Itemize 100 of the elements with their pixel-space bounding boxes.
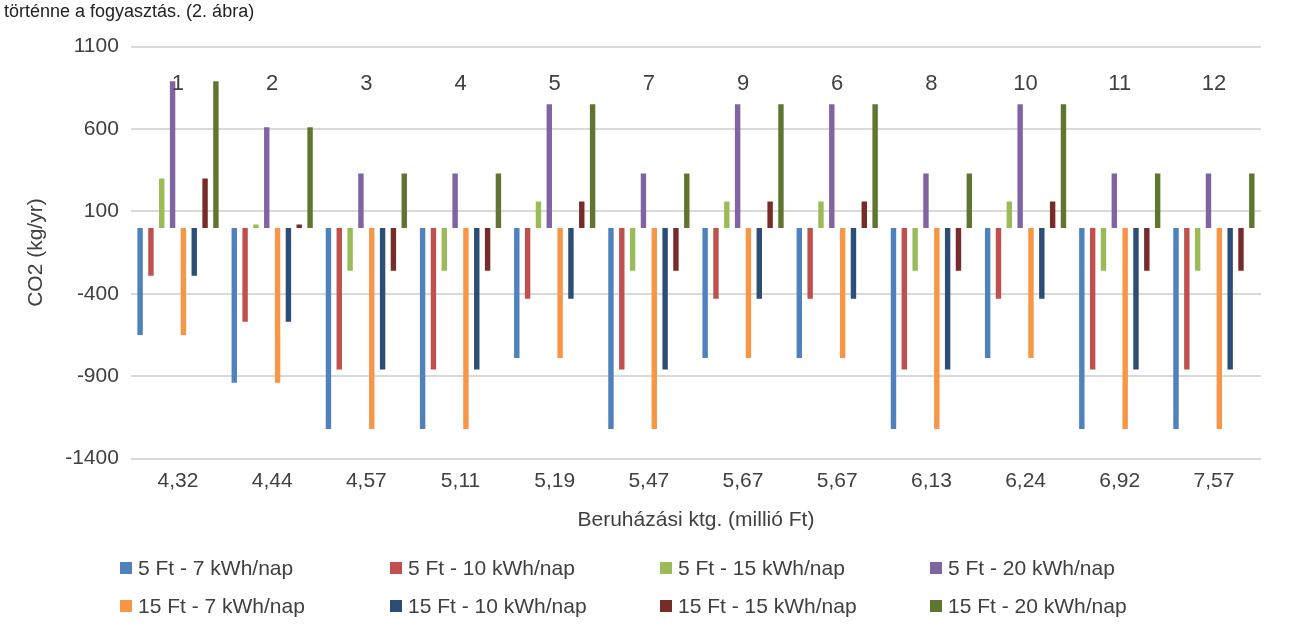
y-tick-label: -400 — [76, 280, 119, 304]
x-tick-label: 6,24 — [1005, 468, 1047, 491]
bar — [1100, 227, 1107, 271]
bar — [673, 227, 679, 271]
x-tick-label: 4,57 — [345, 468, 387, 491]
bar — [202, 178, 208, 228]
bar — [724, 201, 730, 228]
bar — [966, 173, 972, 228]
bar — [401, 173, 407, 228]
bar — [137, 227, 143, 335]
x-tick-label: 6,13 — [910, 468, 952, 491]
bar — [242, 227, 248, 322]
bar — [535, 201, 542, 228]
annotation: 10 — [1013, 69, 1038, 95]
annotation: 9 — [736, 69, 750, 95]
annotation: 3 — [360, 69, 373, 95]
bar — [944, 227, 951, 370]
bar — [231, 227, 237, 383]
x-axis-title: Beruházási ktg. (millió Ft) — [577, 507, 815, 531]
bar — [514, 227, 520, 359]
bar — [850, 227, 857, 299]
y-tick-label: 100 — [83, 198, 119, 222]
bar — [369, 227, 375, 429]
annotation: 11 — [1108, 69, 1132, 95]
bar — [662, 227, 668, 370]
y-tick-label: -1400 — [65, 445, 119, 469]
y-tick-label: 600 — [83, 115, 119, 139]
bar — [872, 104, 878, 228]
bar — [159, 178, 165, 228]
bar — [745, 227, 752, 359]
bar — [1017, 104, 1023, 228]
bar — [285, 227, 292, 322]
bar — [347, 227, 353, 271]
bar — [213, 81, 219, 228]
bar — [778, 104, 784, 228]
y-axis-title: CO2 (kg/yr) — [23, 198, 47, 307]
bar — [807, 227, 813, 299]
bar — [568, 227, 574, 299]
bar — [253, 224, 259, 228]
bar — [1173, 227, 1179, 429]
bar — [474, 227, 480, 370]
bar — [839, 227, 846, 359]
bar — [1028, 227, 1034, 359]
bar — [430, 227, 437, 370]
bar — [923, 173, 929, 228]
bar — [818, 201, 824, 228]
x-tick-label: 4,44 — [251, 468, 293, 491]
bar — [901, 227, 908, 370]
x-tick-label: 5,67 — [816, 468, 858, 491]
annotation: 7 — [642, 69, 655, 95]
bar — [1194, 227, 1201, 271]
bar — [1089, 227, 1096, 370]
bar — [995, 227, 1002, 299]
bar — [984, 227, 991, 359]
bar — [713, 227, 719, 299]
bar — [1111, 173, 1118, 228]
y-tick-label: -900 — [76, 363, 119, 386]
bar — [1122, 227, 1128, 429]
bar — [1154, 173, 1161, 228]
bar — [307, 127, 313, 228]
legend-label: 5 Ft - 20 kWh/nap — [948, 556, 1115, 580]
bar — [651, 227, 657, 429]
bar — [861, 201, 867, 228]
bar — [829, 104, 835, 228]
bar — [608, 227, 614, 429]
bar — [1216, 227, 1223, 429]
bar — [336, 227, 342, 370]
x-tick-label: 6,92 — [1099, 468, 1141, 491]
bar — [325, 227, 332, 429]
bar — [191, 227, 197, 276]
x-tick-label: 5,19 — [534, 468, 576, 491]
bar — [419, 227, 426, 429]
bar — [1184, 227, 1190, 370]
annotation: 1 — [171, 69, 185, 95]
bar — [180, 227, 187, 335]
bar — [629, 227, 636, 271]
bar — [934, 227, 940, 429]
annotation: 2 — [266, 69, 279, 95]
bar — [579, 201, 585, 228]
bar — [1079, 227, 1085, 429]
x-tick-label: 7,57 — [1193, 468, 1235, 491]
bar — [756, 227, 762, 299]
bar — [1227, 227, 1233, 370]
bar — [379, 227, 386, 370]
bar — [1205, 173, 1212, 228]
bar — [557, 227, 563, 359]
bar — [767, 201, 773, 228]
bar — [1060, 104, 1067, 228]
legend-label: 15 Ft - 7 kWh/nap — [138, 594, 305, 618]
bar — [463, 227, 469, 429]
legend-label: 15 Ft - 20 kWh/nap — [948, 594, 1127, 618]
bar — [390, 227, 397, 271]
x-tick-label: 5,67 — [722, 468, 764, 491]
legend-label: 15 Ft - 10 kWh/nap — [408, 594, 587, 618]
legend-label: 15 Ft - 15 kWh/nap — [678, 594, 857, 618]
bar — [684, 173, 690, 228]
legend-label: 5 Ft - 7 kWh/nap — [138, 556, 294, 580]
annotation: 4 — [454, 69, 467, 95]
bar — [274, 227, 281, 383]
bar — [796, 227, 803, 359]
